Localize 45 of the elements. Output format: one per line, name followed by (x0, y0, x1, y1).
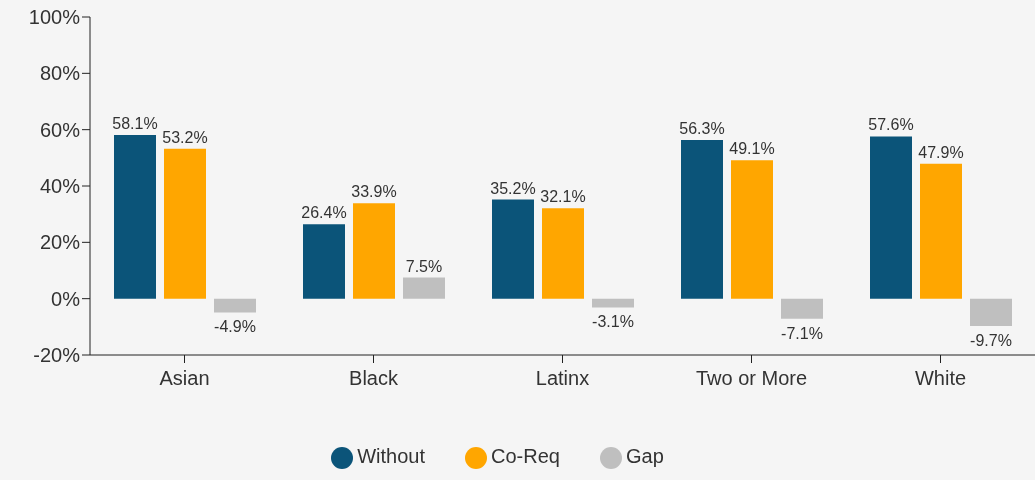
legend-label: Gap (625, 445, 664, 467)
bar (681, 140, 723, 299)
x-tick-label: White (914, 367, 967, 390)
bar (492, 199, 534, 299)
y-tick-label: 40% (39, 175, 81, 198)
bar (353, 203, 395, 299)
bar (592, 298, 634, 308)
bar (781, 298, 823, 319)
legend-label: Co-Req (491, 445, 560, 467)
bar (164, 148, 206, 299)
y-tick-label: 60% (39, 118, 81, 141)
x-tick-label: Black (349, 367, 399, 390)
legend-label: Without (357, 445, 426, 467)
bar (214, 298, 256, 313)
y-tick-label: 100% (28, 6, 81, 29)
text: 35.2% (490, 179, 536, 197)
text: 7.5% (405, 257, 443, 275)
x-tick-label: Two or More (695, 367, 808, 390)
text: -9.7% (970, 331, 1012, 349)
bar (303, 224, 345, 299)
text: -3.1% (592, 313, 634, 331)
y-tick-label: 80% (39, 62, 81, 85)
bar (542, 208, 584, 299)
text: -7.1% (781, 324, 823, 342)
text: 32.1% (540, 188, 586, 206)
bar (920, 163, 962, 299)
text: 53.2% (162, 128, 208, 146)
bar (731, 160, 773, 299)
text: 47.9% (918, 143, 964, 161)
y-tick-label: 0% (51, 287, 81, 310)
bar (870, 136, 912, 299)
bar (403, 277, 445, 299)
text: 26.4% (301, 204, 347, 222)
text: 57.6% (868, 116, 914, 134)
bar (114, 135, 156, 299)
bar (970, 298, 1012, 326)
text: 58.1% (112, 115, 158, 133)
text: 49.1% (729, 140, 775, 158)
y-tick-label: -20% (33, 344, 81, 367)
text: -4.9% (214, 318, 256, 336)
text: 33.9% (351, 183, 397, 201)
y-tick-label: 20% (39, 231, 81, 254)
x-tick-label: Latinx (535, 367, 590, 390)
text: 56.3% (679, 120, 725, 138)
x-tick-label: Asian (159, 367, 210, 390)
